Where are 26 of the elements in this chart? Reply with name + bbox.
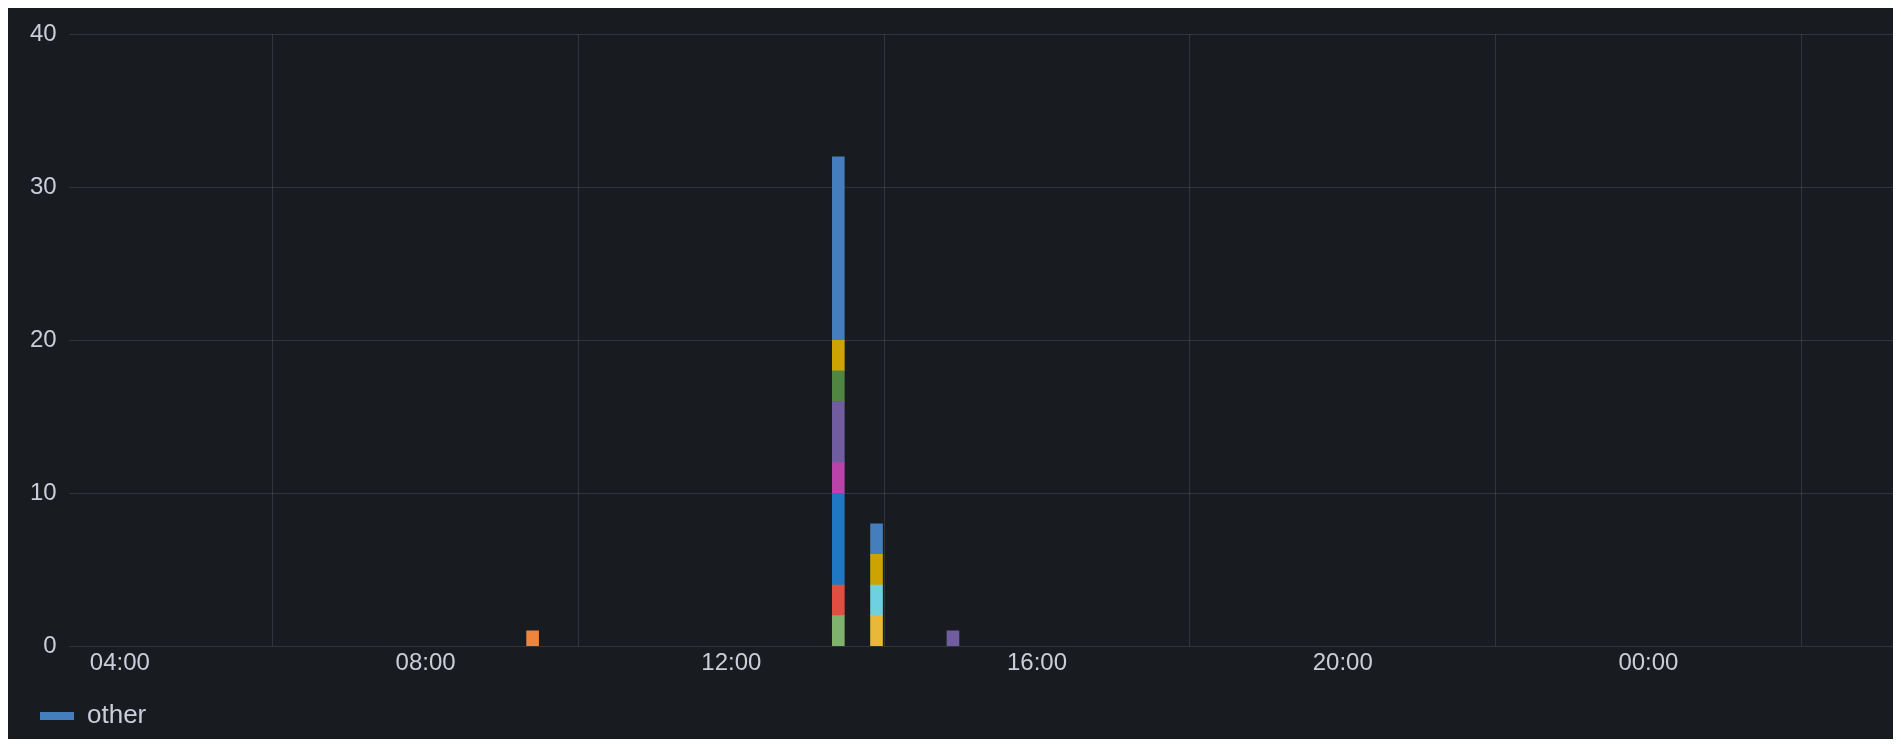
y-tick-label: 40 (29, 19, 57, 47)
legend-label: other (87, 699, 147, 730)
bar (831, 462, 845, 494)
bar (526, 630, 539, 647)
bar (870, 584, 883, 616)
bar (831, 401, 845, 463)
bar (831, 584, 845, 616)
x-tick-label: 16:00 (1006, 648, 1068, 676)
y-tick-label: 30 (29, 171, 57, 199)
bar (831, 370, 845, 402)
y-tick-label: 20 (29, 324, 57, 352)
x-tick-label: 20:00 (1312, 648, 1373, 676)
x-tick-label: 04:00 (89, 648, 150, 676)
bar (870, 615, 883, 647)
x-tick-label: 12:00 (701, 648, 762, 676)
y-tick-label: 10 (29, 477, 57, 505)
bar (831, 156, 845, 341)
bar (831, 339, 845, 372)
bar (870, 523, 883, 555)
bar (870, 554, 883, 586)
x-tick-label: 08:00 (395, 648, 456, 676)
y-tick-label: 0 (43, 630, 57, 658)
bar (831, 615, 845, 647)
bar (831, 492, 845, 586)
x-tick-label: 00:00 (1618, 648, 1679, 676)
bar (946, 630, 960, 647)
